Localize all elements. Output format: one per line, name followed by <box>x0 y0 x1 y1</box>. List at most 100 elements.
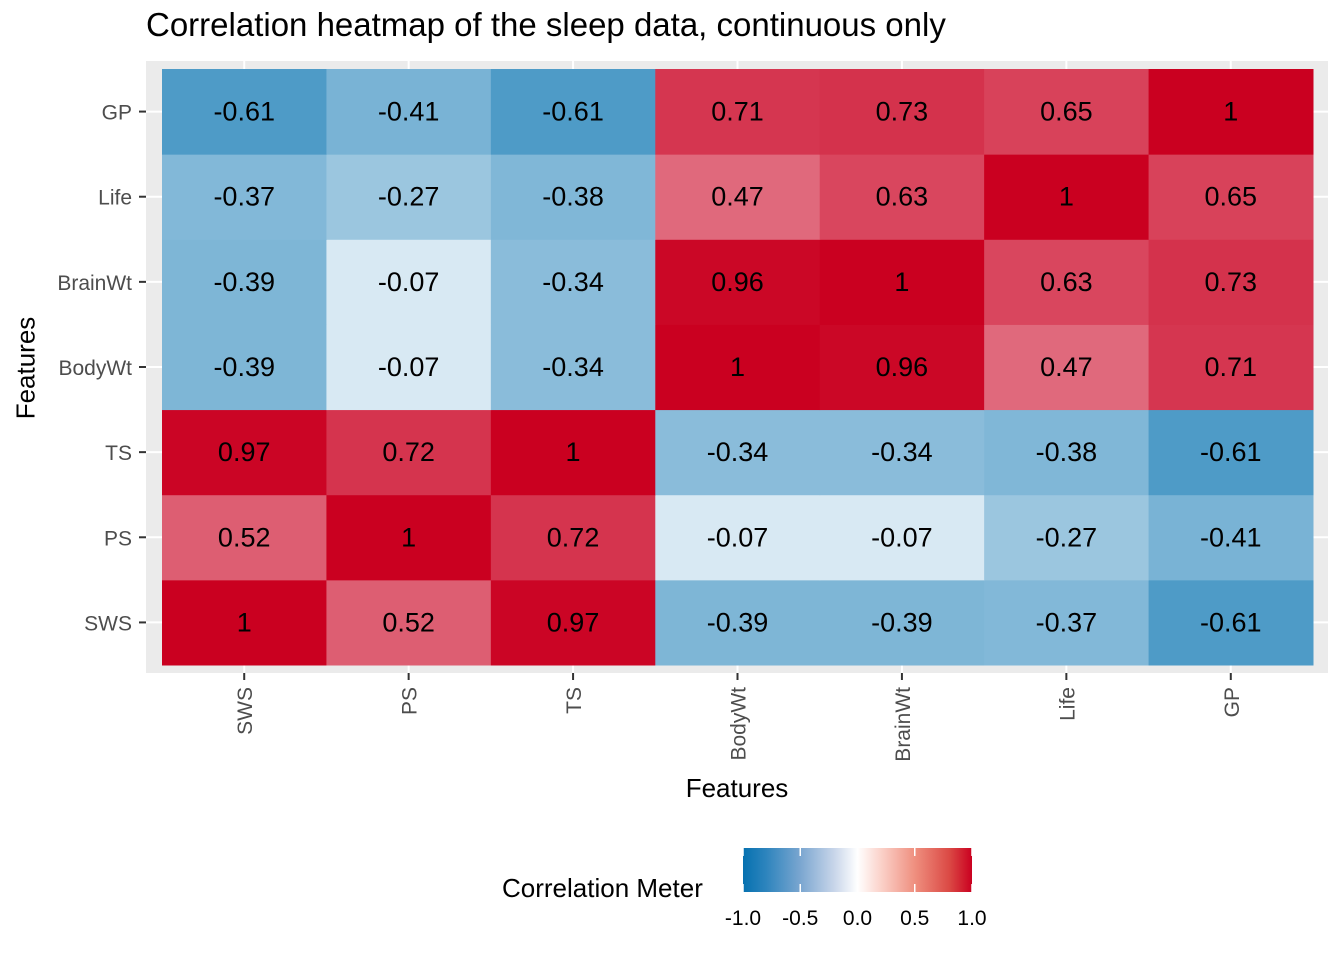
heatmap-cell-BrainWt-GP <box>1148 239 1314 325</box>
x-tick-label: SWS <box>234 687 257 735</box>
heatmap-cell-Life-TS <box>490 154 656 240</box>
heatmap-cell-Life-SWS <box>162 154 327 240</box>
heatmap-cell-GP-BrainWt <box>819 69 985 155</box>
heatmap-cell-BodyWt-BrainWt <box>819 324 985 411</box>
cell-label: -0.39 <box>871 607 933 637</box>
legend-tick-label: -1.0 <box>725 907 761 930</box>
heatmap-cell-BodyWt-GP <box>1148 324 1314 411</box>
x-tick-label: Life <box>1056 687 1079 721</box>
heatmap-cell-Life-PS <box>326 154 492 240</box>
x-axis-label: Features <box>685 773 789 803</box>
legend-tick-label: 0.0 <box>843 907 872 930</box>
legend-tick-label: -0.5 <box>782 907 818 930</box>
heatmap-cell-SWS-PS <box>326 579 492 666</box>
cell-label: 0.52 <box>382 607 435 637</box>
y-tick-label: GP <box>102 102 132 125</box>
heatmap-cell-SWS-BrainWt <box>819 579 985 666</box>
heatmap-cell-Life-GP <box>1148 154 1314 240</box>
cell-label: 0.52 <box>218 522 271 552</box>
cell-label: -0.38 <box>542 182 604 212</box>
heatmap-cell-SWS-TS <box>490 579 656 666</box>
cell-label: -0.07 <box>871 522 933 552</box>
cell-label: -0.41 <box>378 97 440 127</box>
cell-label: 1 <box>237 607 252 637</box>
cell-label: 1 <box>566 437 581 467</box>
heatmap-cell-PS-SWS <box>162 494 327 581</box>
cell-label: 0.47 <box>1040 352 1093 382</box>
x-tick-label: TS <box>563 687 586 714</box>
cell-label: 1 <box>1223 97 1238 127</box>
cell-label: 0.71 <box>1205 352 1258 382</box>
heatmap-cell-TS-Life <box>984 409 1150 496</box>
heatmap-cell-BodyWt-BodyWt <box>655 324 821 411</box>
heatmap-cell-SWS-BodyWt <box>655 579 821 666</box>
cell-label: -0.61 <box>1200 607 1262 637</box>
heatmap-cell-GP-PS <box>326 69 492 155</box>
heatmap-cell-BrainWt-BodyWt <box>655 239 821 325</box>
cell-label: -0.61 <box>1200 437 1262 467</box>
cell-label: -0.37 <box>1036 607 1098 637</box>
cell-label: -0.39 <box>213 352 275 382</box>
heatmap-cell-PS-TS <box>490 494 656 581</box>
y-tick-label: SWS <box>84 612 132 635</box>
heatmap-cell-BrainWt-PS <box>326 239 492 325</box>
y-tick-label: BrainWt <box>57 272 132 295</box>
heatmap-cell-SWS-SWS <box>162 579 327 666</box>
cell-label: 0.72 <box>382 437 435 467</box>
heatmap-cell-GP-BodyWt <box>655 69 821 155</box>
x-tick-label: GP <box>1221 687 1244 717</box>
x-tick-label: PS <box>399 687 422 715</box>
heatmap-cell-PS-GP <box>1148 494 1314 581</box>
cell-label: 0.63 <box>876 182 929 212</box>
cell-label: -0.38 <box>1036 437 1098 467</box>
heatmap-cell-GP-SWS <box>162 69 327 155</box>
heatmap-cell-PS-BodyWt <box>655 494 821 581</box>
heatmap-cell-PS-PS <box>326 494 492 581</box>
heatmap-cell-TS-SWS <box>162 409 327 496</box>
cell-label: 1 <box>730 352 745 382</box>
cell-label: -0.07 <box>378 267 440 297</box>
legend-title: Correlation Meter <box>502 873 703 903</box>
heatmap-cell-BodyWt-Life <box>984 324 1150 411</box>
cell-label: 0.65 <box>1205 182 1258 212</box>
cell-label: 0.63 <box>1040 267 1093 297</box>
cell-label: 0.73 <box>1205 267 1258 297</box>
cell-label: 0.71 <box>711 97 764 127</box>
heatmap-cell-TS-TS <box>490 409 656 496</box>
cell-label: 0.97 <box>218 437 271 467</box>
heatmap-cell-PS-Life <box>984 494 1150 581</box>
cell-label: -0.27 <box>1036 522 1098 552</box>
heatmap-cell-BodyWt-SWS <box>162 324 327 411</box>
cell-label: -0.07 <box>378 352 440 382</box>
cell-label: 0.65 <box>1040 97 1093 127</box>
heatmap-cell-TS-PS <box>326 409 492 496</box>
cell-label: 0.97 <box>547 607 600 637</box>
heatmap-cell-TS-GP <box>1148 409 1314 496</box>
heatmap-cell-BrainWt-BrainWt <box>819 239 985 325</box>
y-tick-label: Life <box>98 187 132 210</box>
x-tick-label: BrainWt <box>892 687 915 762</box>
cell-label: 0.96 <box>876 352 929 382</box>
heatmap-cell-BrainWt-SWS <box>162 239 327 325</box>
heatmap-cell-BodyWt-TS <box>490 324 656 411</box>
heatmap-cell-BodyWt-PS <box>326 324 492 411</box>
heatmap-cell-TS-BodyWt <box>655 409 821 496</box>
legend-tick-label: 1.0 <box>957 907 986 930</box>
heatmap-cell-BrainWt-Life <box>984 239 1150 325</box>
cell-label: -0.34 <box>542 352 604 382</box>
cell-label: -0.61 <box>542 97 604 127</box>
y-tick-label: BodyWt <box>58 357 132 380</box>
cell-label: 1 <box>401 522 416 552</box>
heatmap-cell-PS-BrainWt <box>819 494 985 581</box>
cell-label: -0.34 <box>871 437 933 467</box>
cell-label: -0.07 <box>707 522 769 552</box>
cell-label: 0.73 <box>876 97 929 127</box>
y-tick-label: PS <box>104 527 132 550</box>
cell-label: 1 <box>894 267 909 297</box>
cell-label: 0.96 <box>711 267 764 297</box>
cell-label: 1 <box>1059 182 1074 212</box>
cell-label: -0.61 <box>213 97 275 127</box>
cell-label: -0.37 <box>213 182 275 212</box>
heatmap-cell-GP-Life <box>984 69 1150 155</box>
